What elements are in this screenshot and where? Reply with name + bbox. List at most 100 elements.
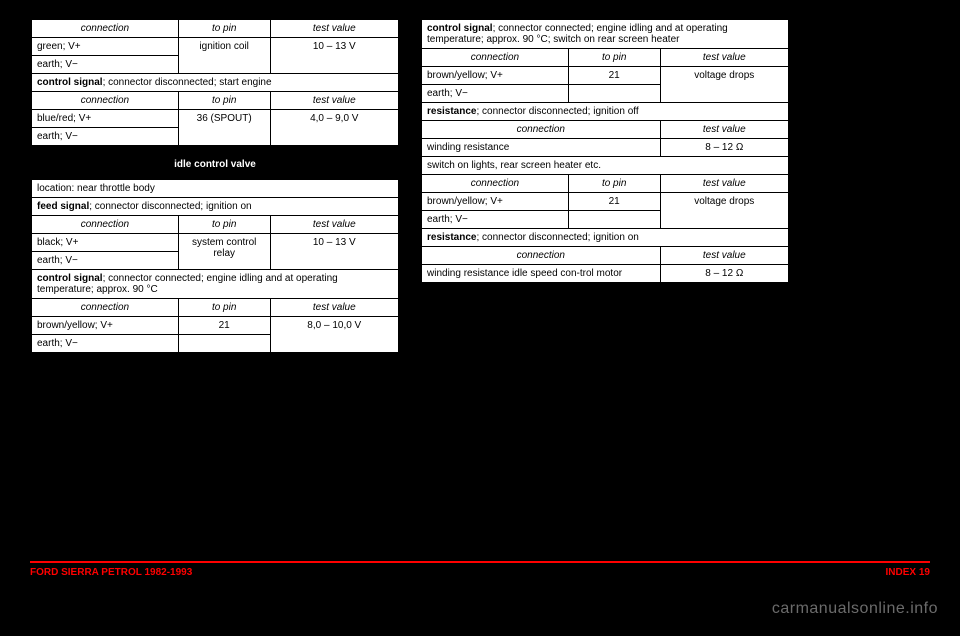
footer-divider bbox=[30, 561, 930, 563]
row: brown/yellow; V+ 21 voltage drops bbox=[422, 67, 789, 85]
cell: earth; V− bbox=[32, 128, 179, 146]
cell: ignition coil bbox=[178, 38, 270, 74]
loc-cell: location: near throttle body bbox=[32, 180, 399, 198]
row: green; V+ ignition coil 10 – 13 V bbox=[32, 38, 399, 56]
left-panel-2: location: near throttle body feed signal… bbox=[30, 178, 400, 354]
note-text: ; connector disconnected; start engine bbox=[103, 77, 272, 88]
header-row: connection to pin test value bbox=[32, 92, 399, 110]
hdr-pin: to pin bbox=[178, 20, 270, 38]
header-row: connection test value bbox=[422, 247, 789, 265]
cell: black; V+ bbox=[32, 234, 179, 252]
cell: voltage drops bbox=[660, 67, 788, 103]
cell: earth; V− bbox=[32, 252, 179, 270]
cell: voltage drops bbox=[660, 193, 788, 229]
cell: 8,0 – 10,0 V bbox=[270, 317, 398, 353]
cell: 10 – 13 V bbox=[270, 38, 398, 74]
hdr: test value bbox=[660, 49, 788, 67]
header-row: connection to pin test value bbox=[32, 216, 399, 234]
cell bbox=[568, 211, 660, 229]
footer-right: INDEX 19 bbox=[886, 567, 930, 578]
cell: brown/yellow; V+ bbox=[422, 193, 569, 211]
hdr: to pin bbox=[178, 299, 270, 317]
cell: 21 bbox=[568, 193, 660, 211]
ctrl-bold: control signal bbox=[37, 273, 103, 284]
right-column: control signal; connector connected; eng… bbox=[420, 18, 790, 354]
cell: blue/red; V+ bbox=[32, 110, 179, 128]
row: resistance; connector disconnected; igni… bbox=[422, 103, 789, 121]
table-r: control signal; connector connected; eng… bbox=[421, 19, 789, 283]
header-row: connection to pin test value bbox=[422, 49, 789, 67]
cell: 36 (SPOUT) bbox=[178, 110, 270, 146]
note-bold: control signal bbox=[37, 77, 103, 88]
feed-cell: feed signal; connector disconnected; ign… bbox=[32, 198, 399, 216]
hdr: test value bbox=[660, 175, 788, 193]
feed-bold: feed signal bbox=[37, 201, 89, 212]
table-l1: connection to pin test value green; V+ i… bbox=[31, 19, 399, 146]
cell bbox=[568, 85, 660, 103]
cell: 4,0 – 9,0 V bbox=[270, 110, 398, 146]
hdr: connection bbox=[422, 121, 661, 139]
row: control signal; connector connected; eng… bbox=[422, 20, 789, 49]
cell: system control relay bbox=[178, 234, 270, 270]
ctrl-cell: control signal; connector connected; eng… bbox=[422, 20, 789, 49]
row: resistance; connector disconnected; igni… bbox=[422, 229, 789, 247]
hdr: to pin bbox=[568, 175, 660, 193]
hdr: test value bbox=[270, 92, 398, 110]
watermark: carmanualsonline.info bbox=[772, 600, 938, 618]
hdr: test value bbox=[270, 216, 398, 234]
row: brown/yellow; V+ 21 voltage drops bbox=[422, 193, 789, 211]
cell: brown/yellow; V+ bbox=[32, 317, 179, 335]
hdr: to pin bbox=[178, 216, 270, 234]
row: location: near throttle body bbox=[32, 180, 399, 198]
hdr: test value bbox=[270, 299, 398, 317]
cell: earth; V− bbox=[32, 335, 179, 353]
cell: 10 – 13 V bbox=[270, 234, 398, 270]
section-title-idle: idle control valve bbox=[30, 159, 400, 170]
left-panel-1: connection to pin test value green; V+ i… bbox=[30, 18, 400, 147]
hdr: connection bbox=[32, 216, 179, 234]
hdr-connection: connection bbox=[32, 20, 179, 38]
cell: green; V+ bbox=[32, 38, 179, 56]
hdr: connection bbox=[32, 299, 179, 317]
row: black; V+ system control relay 10 – 13 V bbox=[32, 234, 399, 252]
cell bbox=[178, 335, 270, 353]
row: winding resistance 8 – 12 Ω bbox=[422, 139, 789, 157]
cell: winding resistance bbox=[422, 139, 661, 157]
cell: earth; V− bbox=[422, 85, 569, 103]
hdr: connection bbox=[422, 175, 569, 193]
res-bold: resistance bbox=[427, 232, 476, 243]
header-row: connection to pin test value bbox=[32, 299, 399, 317]
feed-rest: ; connector disconnected; ignition on bbox=[89, 201, 251, 212]
footer-text: FORD SIERRA PETROL 1982-1993 INDEX 19 bbox=[0, 567, 960, 578]
res-bold: resistance bbox=[427, 106, 476, 117]
row: winding resistance idle speed con-trol m… bbox=[422, 265, 789, 283]
hdr: to pin bbox=[178, 92, 270, 110]
hdr: test value bbox=[660, 247, 788, 265]
cell: brown/yellow; V+ bbox=[422, 67, 569, 85]
left-column: connection to pin test value green; V+ i… bbox=[30, 18, 400, 354]
cell: 21 bbox=[568, 67, 660, 85]
header-row: connection test value bbox=[422, 121, 789, 139]
row: feed signal; connector disconnected; ign… bbox=[32, 198, 399, 216]
hdr: connection bbox=[32, 92, 179, 110]
page-columns: connection to pin test value green; V+ i… bbox=[0, 0, 960, 354]
ctrl-cell: control signal; connector connected; eng… bbox=[32, 270, 399, 299]
note-row: control signal; connector disconnected; … bbox=[32, 74, 399, 92]
right-panel: control signal; connector connected; eng… bbox=[420, 18, 790, 284]
hdr: connection bbox=[422, 247, 661, 265]
footer: FORD SIERRA PETROL 1982-1993 INDEX 19 bbox=[0, 561, 960, 578]
hdr-value: test value bbox=[270, 20, 398, 38]
cell: earth; V− bbox=[32, 56, 179, 74]
res-rest: ; connector disconnected; ignition on bbox=[476, 232, 638, 243]
cell: 21 bbox=[178, 317, 270, 335]
hdr: to pin bbox=[568, 49, 660, 67]
switch-note: switch on lights, rear screen heater etc… bbox=[422, 157, 789, 175]
cell: 8 – 12 Ω bbox=[660, 265, 788, 283]
cell: winding resistance idle speed con-trol m… bbox=[422, 265, 661, 283]
row: brown/yellow; V+ 21 8,0 – 10,0 V bbox=[32, 317, 399, 335]
header-row: connection to pin test value bbox=[422, 175, 789, 193]
note-cell: control signal; connector disconnected; … bbox=[32, 74, 399, 92]
table-l2: location: near throttle body feed signal… bbox=[31, 179, 399, 353]
ctrl-bold: control signal bbox=[427, 23, 493, 34]
res-cell: resistance; connector disconnected; igni… bbox=[422, 103, 789, 121]
